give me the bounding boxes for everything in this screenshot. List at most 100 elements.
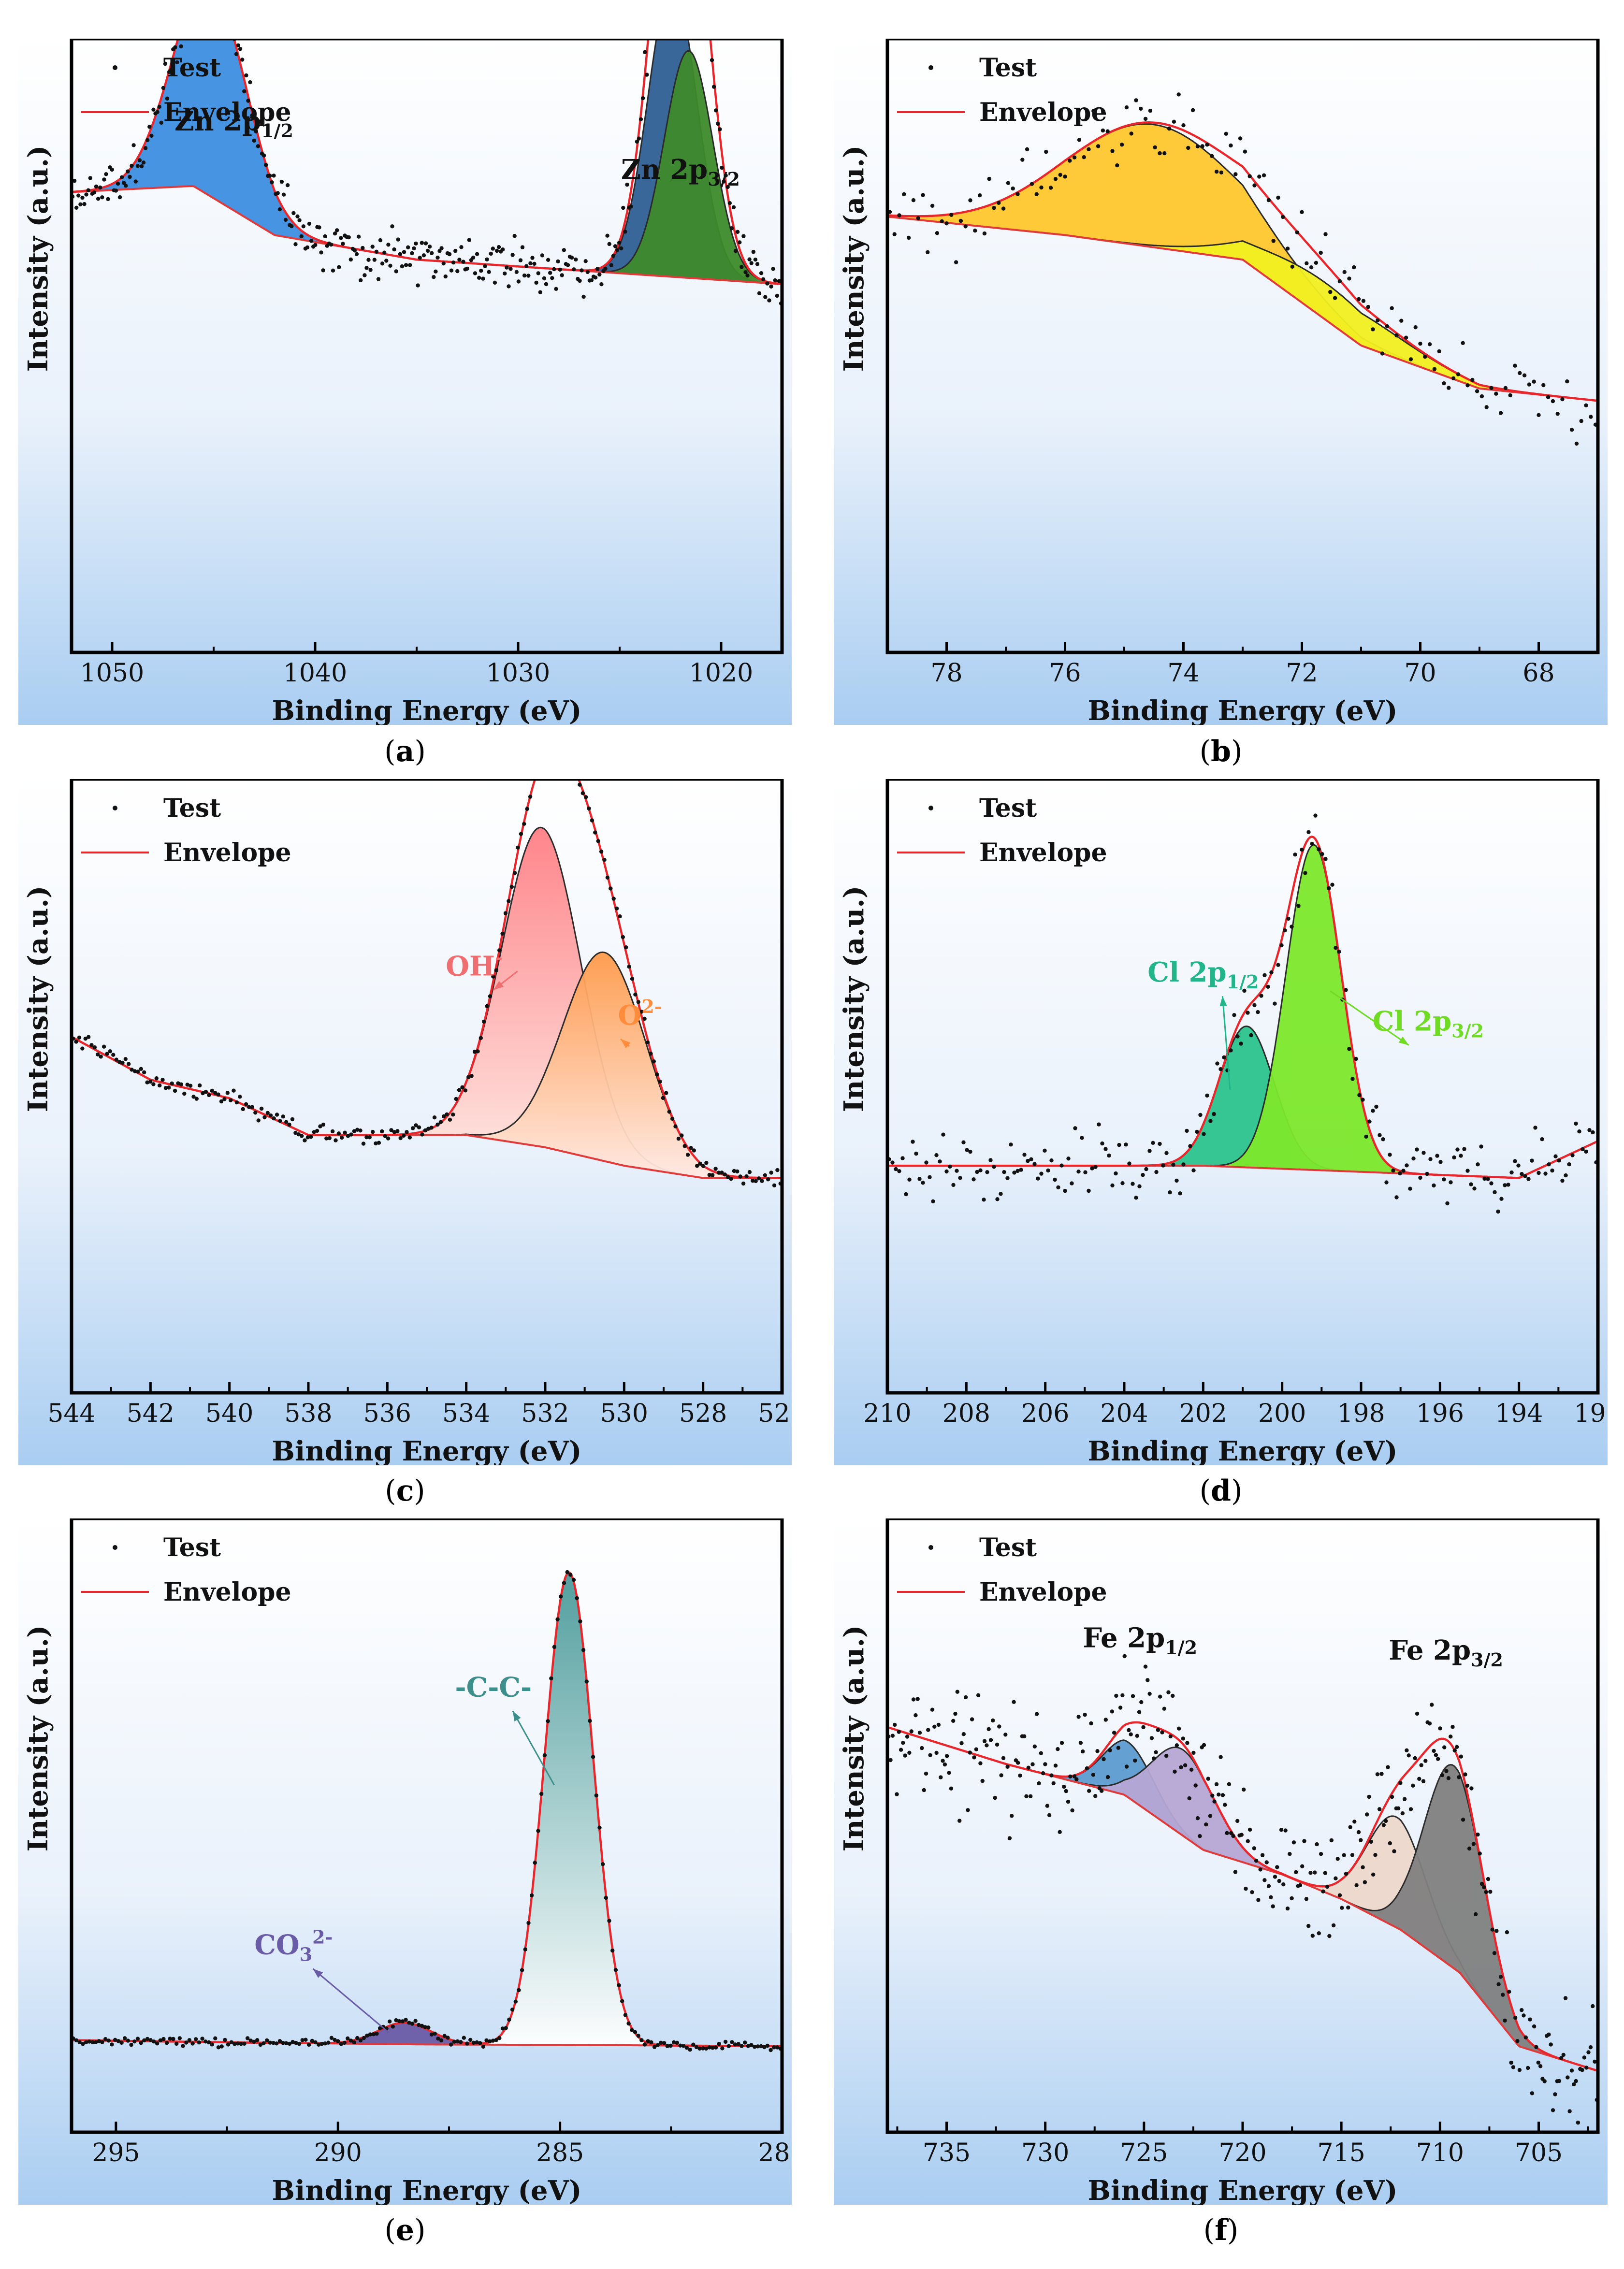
test-point [1506, 1183, 1510, 1187]
test-point [325, 244, 329, 248]
test-point [1058, 173, 1062, 177]
test-point [226, 2042, 231, 2047]
test-point [285, 183, 290, 188]
test-point [484, 2038, 489, 2043]
test-point [957, 1819, 962, 1823]
test-point [323, 234, 327, 239]
test-point [714, 108, 718, 113]
test-point [552, 1645, 557, 1649]
x-tick-label: 208 [942, 1399, 990, 1428]
test-point [741, 234, 746, 238]
test-point [265, 2038, 269, 2043]
test-point [1015, 192, 1020, 196]
test-point [181, 2044, 185, 2048]
test-point [117, 195, 122, 200]
legend-test-label: Test [979, 1533, 1037, 1562]
test-point [772, 2045, 776, 2050]
test-point [1413, 1756, 1417, 1761]
test-point [161, 2037, 166, 2041]
test-point [238, 47, 243, 51]
test-point [1405, 1163, 1409, 1168]
test-point [457, 258, 462, 262]
test-point [701, 1164, 706, 1168]
test-point [99, 1055, 103, 1059]
test-point [471, 2040, 476, 2045]
test-point [613, 1968, 618, 1972]
chart-c: 544542540538536534532530528526Binding En… [18, 779, 792, 1465]
test-point [1520, 1172, 1524, 1176]
test-point [1328, 289, 1333, 294]
y-axis-label: Intensity (a.u.) [838, 145, 870, 372]
panel-label-f: (f) [1203, 2213, 1239, 2247]
test-point [1430, 1703, 1434, 1707]
test-point [248, 2038, 253, 2043]
test-point [1188, 1144, 1192, 1148]
peak-label-arrowhead [621, 1039, 631, 1049]
test-point [376, 277, 381, 281]
test-point [1469, 1182, 1473, 1186]
test-point [1399, 318, 1404, 323]
test-point [1156, 1728, 1160, 1732]
test-point [1260, 1853, 1265, 1857]
test-point [516, 279, 521, 284]
test-point [1354, 1883, 1359, 1888]
test-point [80, 195, 85, 200]
test-point [1066, 1799, 1071, 1804]
test-point [1516, 1163, 1521, 1168]
test-point [1286, 916, 1290, 921]
test-point [574, 257, 578, 262]
test-point [1415, 1711, 1420, 1716]
test-point [1523, 2035, 1528, 2039]
test-point [911, 198, 916, 202]
test-point [1118, 1705, 1123, 1710]
test-point [1537, 1171, 1541, 1175]
test-point [914, 1151, 918, 1156]
test-point [187, 2038, 192, 2042]
test-point [158, 1083, 162, 1088]
test-point [1308, 1871, 1313, 1875]
test-point [542, 1753, 547, 1758]
test-point [305, 1135, 310, 1140]
test-point [145, 2037, 150, 2041]
test-point [522, 273, 527, 278]
test-point [1058, 1830, 1062, 1834]
test-point [194, 2037, 198, 2041]
test-point [1476, 1162, 1480, 1167]
background-line [887, 216, 1598, 402]
x-tick-label: 534 [442, 1399, 490, 1428]
test-point [736, 2042, 741, 2046]
test-point [639, 1010, 644, 1014]
test-point [1063, 174, 1067, 179]
test-point [1063, 1188, 1067, 1193]
test-point [546, 1719, 550, 1723]
test-point [1062, 1784, 1066, 1789]
test-point [578, 1619, 582, 1624]
test-point [991, 1718, 995, 1723]
test-point [675, 2040, 680, 2045]
test-point [463, 1088, 468, 1093]
test-point [954, 260, 958, 264]
test-point [749, 261, 754, 265]
test-point [1356, 1830, 1361, 1835]
test-point [1127, 1728, 1131, 1733]
test-point [658, 1079, 662, 1084]
test-point [1026, 1765, 1030, 1770]
test-point [662, 2041, 667, 2045]
test-point [1438, 1160, 1443, 1164]
test-point [731, 205, 736, 210]
test-point [268, 2040, 273, 2045]
test-point [580, 791, 585, 795]
test-point [730, 2040, 734, 2044]
test-point [725, 185, 730, 189]
test-point [275, 1113, 279, 1117]
test-point [701, 2046, 705, 2051]
test-point [655, 2043, 660, 2047]
test-point [1257, 174, 1262, 179]
test-point [210, 2042, 214, 2047]
test-point [152, 2039, 156, 2044]
test-point [256, 1118, 261, 1123]
test-point [1244, 1886, 1248, 1891]
test-point [607, 1919, 611, 1923]
